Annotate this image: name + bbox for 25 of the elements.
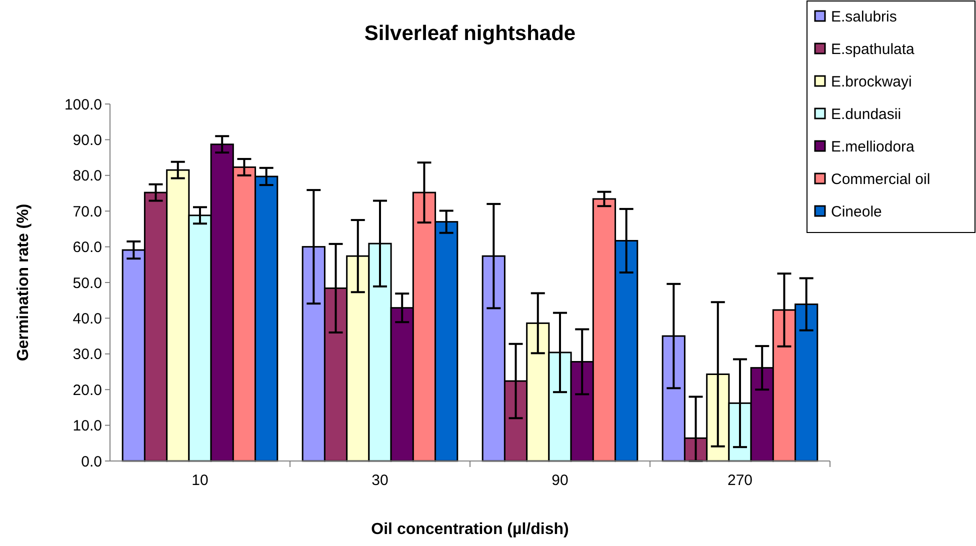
y-tick-label: 70.0: [72, 203, 102, 220]
legend-label: E.dundasii: [831, 106, 902, 123]
x-axis-title: Oil concentration (µl/dish): [371, 521, 569, 538]
legend-label: Cineole: [831, 203, 882, 220]
y-tick-label: 60.0: [72, 239, 102, 256]
legend-label: E.spathulata: [831, 40, 916, 58]
y-tick-label: 30.0: [72, 346, 102, 364]
y-tick-label: 80.0: [72, 168, 102, 185]
y-tick-label: 0.0: [81, 453, 102, 470]
y-tick-label: 10.0: [72, 418, 102, 435]
legend-label: Commercial oil: [831, 170, 930, 188]
x-tick-label: 90: [552, 472, 568, 489]
legend-label: E.brockwayi: [831, 73, 912, 90]
x-tick-label: 10: [192, 472, 208, 489]
y-axis-title: Germination rate (%): [15, 204, 32, 362]
y-tick-label: 40.0: [72, 310, 102, 328]
y-tick-label: 100.0: [64, 96, 102, 114]
x-tick-label: 30: [372, 472, 388, 489]
y-tick-label: 50.0: [72, 274, 102, 292]
y-tick-label: 90.0: [72, 132, 102, 149]
legend-label: E.salubris: [831, 8, 897, 26]
legend-label: E.melliodora: [831, 138, 916, 156]
x-tick-label: 270: [727, 472, 753, 489]
chart-title: Silverleaf nightshade: [364, 22, 576, 45]
y-tick-label: 20.0: [72, 382, 102, 399]
